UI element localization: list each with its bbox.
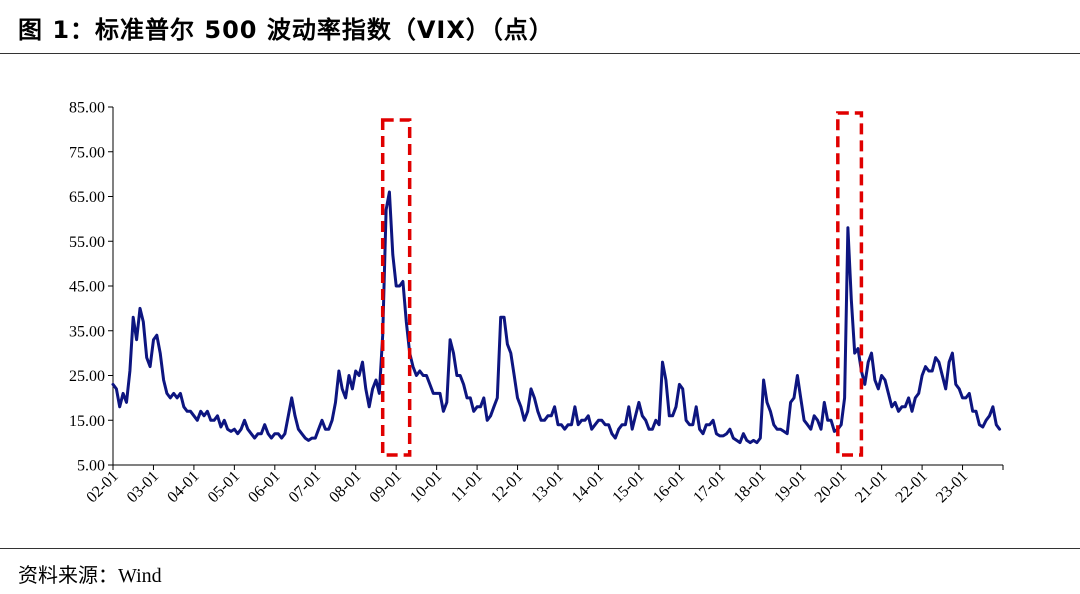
x-axis: 02-01 03-01 04-01 05-01 06-01 07-01 08-01 09-01… [83, 464, 1004, 506]
x-tick-label: 04-01 [164, 468, 202, 506]
highlight-box [380, 118, 412, 457]
x-tick-label: 11-01 [448, 468, 486, 506]
series-layer [111, 190, 1002, 445]
x-tick-label: 16-01 [650, 468, 688, 506]
y-tick-label: 5.00 [77, 458, 105, 475]
x-tick-label: 07-01 [286, 468, 324, 506]
x-tick-label: 09-01 [367, 468, 405, 506]
vix-series-line [111, 190, 1002, 445]
x-tick-label: 15-01 [609, 468, 647, 506]
x-tick-label: 12-01 [488, 468, 526, 506]
highlight-layer [380, 111, 864, 457]
source-name: Wind [118, 565, 162, 587]
vix-line-chart: 5.00 15.00 25.00 35.00 45.00 55.00 65.00 75.00 8… [69, 100, 1004, 506]
x-tick-label: 05-01 [205, 468, 243, 506]
x-tick-label: 22-01 [893, 468, 931, 506]
y-tick-label: 45.00 [69, 279, 105, 296]
x-tick-label: 19-01 [771, 468, 809, 506]
y-tick-label: 65.00 [69, 189, 105, 206]
y-tick-label: 75.00 [69, 144, 105, 161]
x-tick-label: 18-01 [731, 468, 769, 506]
y-axis: 5.00 15.00 25.00 35.00 45.00 55.00 65.00 75.00 8… [69, 100, 114, 475]
x-tick-label: 17-01 [690, 468, 728, 506]
y-tick-label: 15.00 [69, 413, 105, 430]
x-tick-label: 14-01 [569, 468, 607, 506]
top-divider [0, 53, 1080, 54]
x-tick-label: 06-01 [245, 468, 283, 506]
y-tick-label: 85.00 [69, 100, 105, 117]
source-note: 资料来源：Wind [18, 559, 162, 588]
x-tick-label: 13-01 [528, 468, 566, 506]
x-tick-label: 03-01 [124, 468, 162, 506]
highlight-box [836, 111, 864, 457]
bottom-divider [0, 548, 1080, 549]
source-prefix: 资料来源： [18, 563, 118, 587]
x-tick-label: 10-01 [407, 468, 445, 506]
x-tick-label: 20-01 [812, 468, 850, 506]
x-tick-label: 08-01 [326, 468, 364, 506]
y-tick-label: 35.00 [69, 323, 105, 340]
y-tick-label: 25.00 [69, 368, 105, 385]
chart-title: 图 1：标准普尔 500 波动率指数（VIX）（点） [18, 16, 554, 44]
y-tick-label: 55.00 [69, 234, 105, 251]
x-tick-label: 21-01 [852, 468, 890, 506]
x-tick-label: 23-01 [933, 468, 971, 506]
